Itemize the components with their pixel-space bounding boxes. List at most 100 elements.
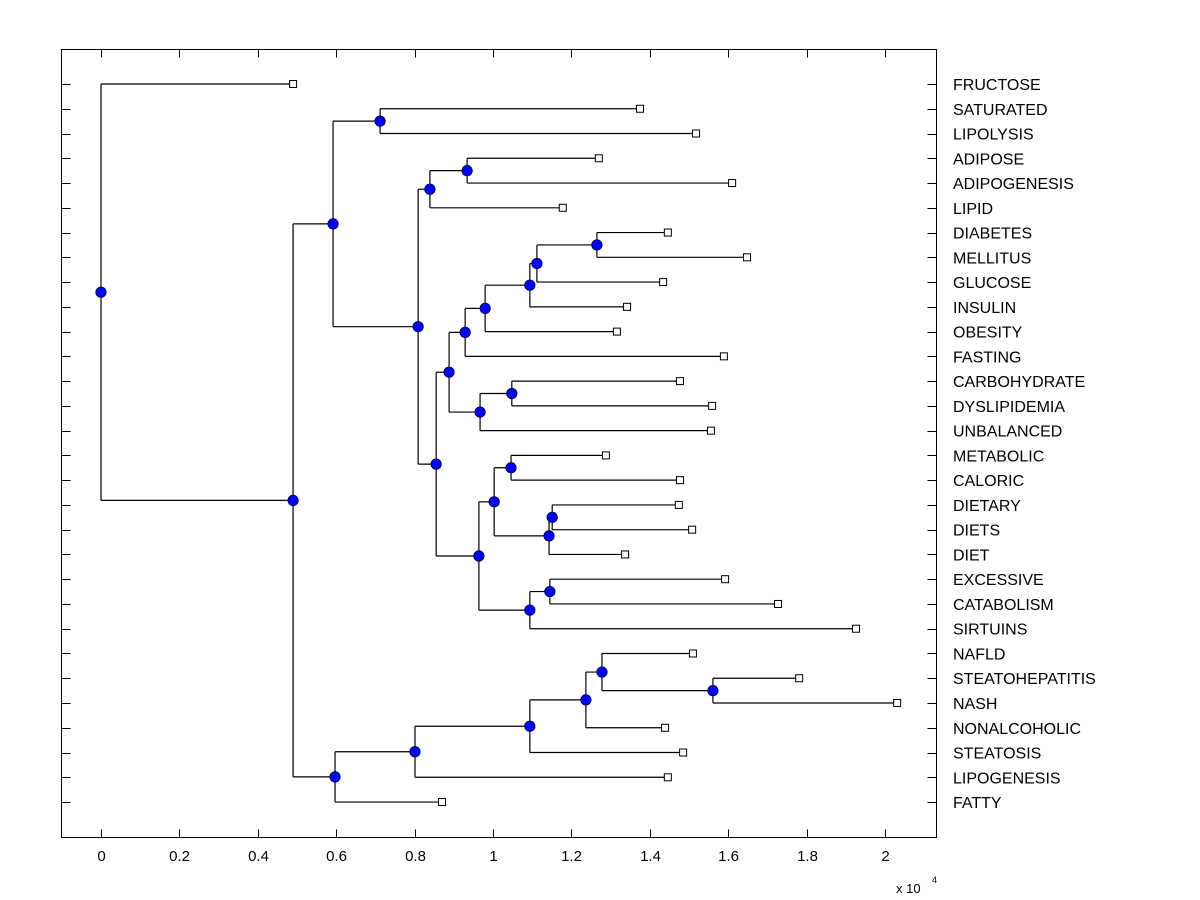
leaf-label: FATTY	[953, 795, 1002, 812]
plot-area-frame	[61, 49, 937, 838]
leaf-marker	[636, 104, 644, 113]
leaf-marker	[659, 278, 668, 287]
internal-node-marker	[546, 511, 558, 523]
x-tick-label: 0.4	[248, 848, 269, 865]
internal-node-marker	[479, 302, 491, 314]
leaf-label: LIPOLYSIS	[953, 127, 1034, 144]
internal-node-marker	[329, 771, 341, 783]
internal-node-marker	[409, 746, 421, 758]
internal-node-marker	[327, 218, 339, 230]
internal-node-marker	[287, 494, 299, 506]
leaf-label: STEATOHEPATITIS	[953, 671, 1096, 688]
internal-node-marker	[374, 115, 386, 127]
leaf-marker	[621, 550, 630, 559]
internal-node-marker	[596, 666, 608, 678]
leaf-label: DIETARY	[953, 498, 1021, 515]
x-tick-label: 0.8	[405, 848, 426, 865]
leaf-label: DIABETES	[953, 226, 1032, 243]
leaf-marker	[728, 179, 737, 188]
leaf-marker	[675, 377, 684, 386]
leaf-label: UNBALANCED	[953, 424, 1062, 441]
leaf-marker	[721, 575, 730, 584]
x-tick-label: 0	[97, 848, 105, 865]
internal-node-marker	[707, 685, 719, 697]
internal-node-marker	[544, 585, 556, 598]
leaf-marker	[708, 401, 717, 410]
y-axis-ticks	[61, 84, 937, 803]
leaf-label: LIPID	[953, 201, 993, 218]
leaf-marker	[623, 302, 632, 311]
leaf-label: ADIPOGENESIS	[953, 176, 1074, 193]
leaf-label: DIETS	[953, 523, 1000, 540]
leaf-marker	[675, 476, 684, 485]
internal-node-marker	[459, 326, 471, 338]
leaf-label: FRUCTOSE	[953, 77, 1041, 94]
internal-node-marker	[461, 165, 473, 177]
leaf-marker	[663, 773, 672, 782]
internal-node-marker	[524, 720, 536, 732]
leaf-label: DYSLIPIDEMIA	[953, 399, 1065, 416]
leaf-label: ADIPOSE	[953, 151, 1024, 168]
leaf-marker	[893, 699, 902, 707]
leaf-marker	[692, 129, 701, 138]
leaf-label: INSULIN	[953, 300, 1016, 317]
leaf-marker	[438, 798, 447, 807]
leaf-marker	[612, 327, 621, 336]
internal-node-marker	[412, 321, 424, 333]
x-axis: 0 0.2 0.4 0.6 0.8 1 1.2 1.4 1.6 1.8 2	[97, 49, 890, 865]
x-tick-label: 1.2	[561, 848, 582, 865]
leaf-marker	[594, 154, 603, 163]
internal-node-marker	[591, 239, 603, 251]
leaf-label: DIET	[953, 547, 990, 564]
leaf-label: NONALCOHOLIC	[953, 721, 1081, 738]
leaf-marker	[719, 352, 728, 361]
x-tick-label: 1.8	[797, 848, 818, 865]
leaf-labels: FRUCTOSE SATURATED LIPOLYSIS ADIPOSE ADIPOGE…	[953, 77, 1096, 812]
leaf-marker	[773, 599, 782, 608]
leaf-marker	[558, 203, 567, 212]
leaf-markers	[289, 80, 902, 807]
x-tick-label: 1	[489, 848, 497, 865]
internal-node-marker	[580, 694, 592, 706]
leaf-marker	[663, 228, 672, 237]
leaf-label: NASH	[953, 696, 997, 713]
leaf-label: EXCESSIVE	[953, 572, 1044, 589]
leaf-marker	[795, 674, 804, 683]
internal-node-markers	[95, 115, 719, 783]
x-tick-label: 0.2	[169, 848, 190, 865]
internal-node-marker	[424, 183, 436, 195]
internal-node-marker	[531, 257, 543, 270]
internal-node-marker	[473, 550, 485, 562]
leaf-label: CATABOLISM	[953, 597, 1054, 614]
leaf-label: CARBOHYDRATE	[953, 374, 1085, 391]
x-tick-label: 2	[881, 848, 889, 865]
x-tick-label: 1.6	[718, 848, 739, 865]
leaf-label: SIRTUINS	[953, 622, 1027, 639]
internal-node-marker	[430, 458, 442, 470]
internal-node-marker	[95, 286, 107, 298]
leaf-label: SATURATED	[953, 102, 1048, 119]
leaf-marker	[688, 649, 697, 658]
internal-node-marker	[506, 387, 518, 400]
internal-node-marker	[543, 530, 555, 542]
x-tick-label: 1.4	[640, 848, 661, 865]
x-multiplier-label: x 10	[896, 881, 921, 896]
internal-node-marker	[524, 279, 536, 291]
leaf-marker	[679, 748, 688, 757]
leaf-label: LIPOGENESIS	[953, 770, 1061, 787]
internal-node-marker	[443, 366, 455, 378]
leaf-label: METABOLIC	[953, 448, 1044, 465]
leaf-label: MELLITUS	[953, 250, 1031, 267]
leaf-label: NAFLD	[953, 646, 1005, 663]
leaf-marker	[661, 723, 670, 732]
leaf-marker	[601, 451, 610, 460]
internal-node-marker	[524, 604, 536, 616]
leaf-label: STEATOSIS	[953, 746, 1041, 763]
leaf-marker	[706, 426, 715, 435]
internal-node-marker	[488, 496, 500, 508]
leaf-marker	[851, 624, 860, 633]
leaf-marker	[688, 525, 697, 534]
leaf-label: FASTING	[953, 349, 1021, 366]
leaf-label: GLUCOSE	[953, 275, 1031, 292]
